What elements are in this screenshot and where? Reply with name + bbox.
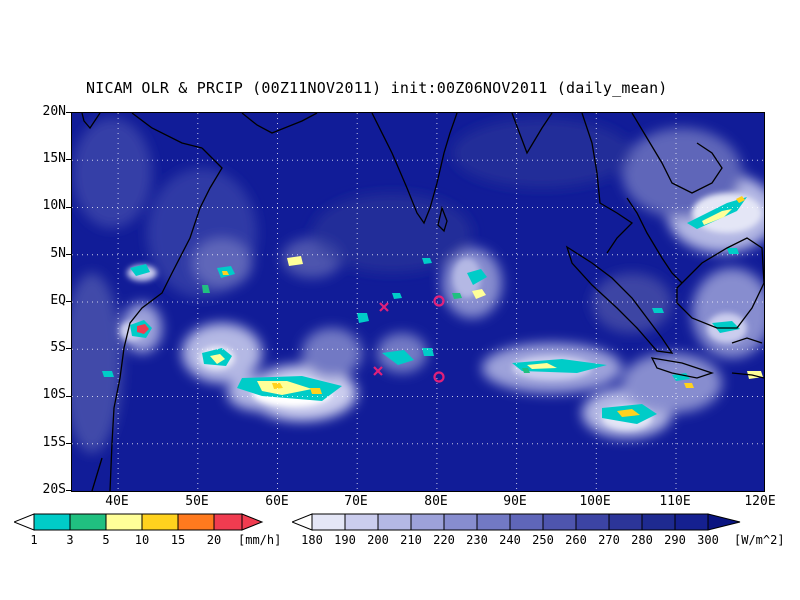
lon-label: 70E xyxy=(344,494,368,509)
olr-units: [W/m^2] xyxy=(734,533,785,547)
lat-label: 20N xyxy=(42,104,66,119)
map-plot-area xyxy=(71,112,765,492)
precip-colorbar xyxy=(14,513,264,531)
plot-title: NICAM OLR & PRCIP (00Z11NOV2011) init:00… xyxy=(86,79,668,97)
lat-label: 5S xyxy=(50,340,66,355)
lat-tick xyxy=(66,301,71,302)
lon-label: 90E xyxy=(503,494,527,509)
lon-label: 80E xyxy=(424,494,448,509)
olr-colorbar-label: 190 xyxy=(334,533,356,547)
lat-label: 15N xyxy=(42,151,66,166)
olr-colorbar-label: 270 xyxy=(598,533,620,547)
lat-tick xyxy=(66,443,71,444)
olr-colorbar-label: 300 xyxy=(697,533,719,547)
olr-colorbar-label: 250 xyxy=(532,533,554,547)
lat-tick xyxy=(66,348,71,349)
olr-colorbar-label: 240 xyxy=(499,533,521,547)
lon-label: 50E xyxy=(185,494,209,509)
lon-label: 110E xyxy=(659,494,691,509)
lat-label: 15S xyxy=(42,435,66,450)
precip-patches xyxy=(102,196,763,424)
olr-colorbar xyxy=(292,513,741,531)
lat-label: 5N xyxy=(50,246,66,261)
lat-label: 10N xyxy=(42,198,66,213)
olr-colorbar-label: 220 xyxy=(433,533,455,547)
observation-circle-8s xyxy=(433,371,445,383)
graticule xyxy=(72,113,764,491)
precip-colorbar-label: 10 xyxy=(134,533,150,547)
lat-label: 20S xyxy=(42,482,66,497)
lat-tick xyxy=(66,112,71,113)
storm-marker-x-north xyxy=(379,302,389,312)
olr-colorbar-label: 290 xyxy=(664,533,686,547)
precip-units: [mm/h] xyxy=(238,533,282,547)
olr-colorbar-label: 200 xyxy=(367,533,389,547)
lat-label: 10S xyxy=(42,387,66,402)
lat-tick xyxy=(66,490,71,491)
precip-colorbar-label: 15 xyxy=(170,533,186,547)
lat-tick xyxy=(66,254,71,255)
olr-colorbar-label: 230 xyxy=(466,533,488,547)
lat-tick xyxy=(66,207,71,208)
lat-tick xyxy=(66,159,71,160)
storm-marker-x-south xyxy=(373,366,383,376)
lon-label: 40E xyxy=(105,494,129,509)
lon-label: 100E xyxy=(579,494,611,509)
olr-colorbar-label: 260 xyxy=(565,533,587,547)
precip-colorbar-label: 5 xyxy=(102,533,110,547)
map-markers xyxy=(373,295,445,383)
cloud-fields xyxy=(72,118,764,453)
lon-label: 120E xyxy=(744,494,776,509)
lat-tick xyxy=(66,396,71,397)
olr-colorbar-label: 280 xyxy=(631,533,653,547)
precip-colorbar-label: 3 xyxy=(66,533,74,547)
map-svg xyxy=(72,113,764,491)
lon-label: 60E xyxy=(265,494,289,509)
precip-colorbar-label: 1 xyxy=(30,533,38,547)
olr-colorbar-label: 180 xyxy=(301,533,323,547)
observation-circle-eq xyxy=(433,295,445,307)
lat-label: EQ xyxy=(50,293,66,308)
precip-colorbar-label: 20 xyxy=(206,533,222,547)
olr-colorbar-label: 210 xyxy=(400,533,422,547)
coastlines xyxy=(81,113,764,491)
